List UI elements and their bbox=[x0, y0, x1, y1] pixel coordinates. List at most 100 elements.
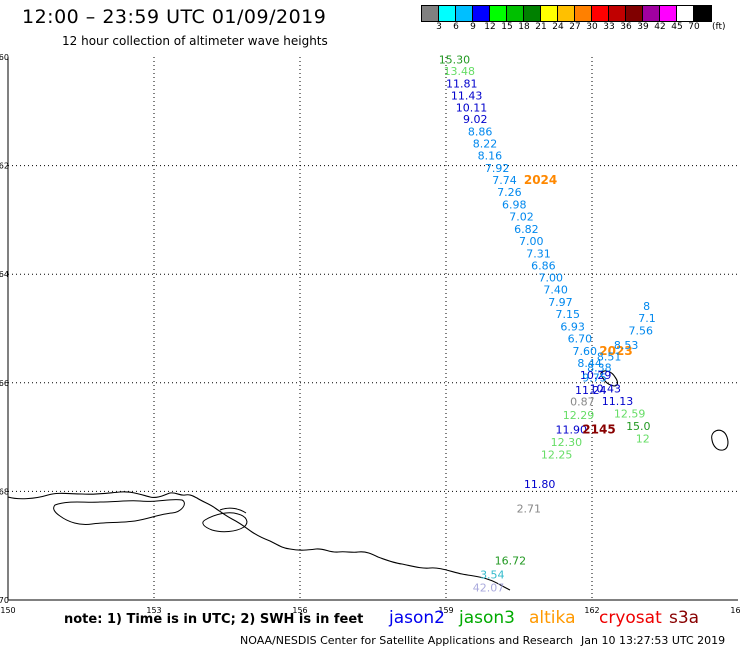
wave-height-label: 7.92 bbox=[485, 162, 510, 175]
wave-height-label: 9.02 bbox=[463, 113, 488, 126]
credit-line: NOAA/NESDIS Center for Satellite Applica… bbox=[240, 634, 574, 647]
colorbar-swatch bbox=[541, 6, 558, 21]
colorbar-swatch bbox=[507, 6, 524, 21]
wave-height-label: 7.31 bbox=[526, 247, 551, 260]
legend-item-cryosat: cryosat bbox=[599, 608, 662, 628]
colorbar-swatch bbox=[439, 6, 456, 21]
graticule bbox=[8, 57, 738, 600]
colorbar-tick-label: 15 bbox=[501, 22, 513, 32]
colorbar-swatch bbox=[643, 6, 660, 21]
ice-shelf-outline bbox=[53, 499, 185, 525]
wave-height-label: 9.75 bbox=[582, 372, 607, 385]
latitude-label: -62 bbox=[0, 162, 9, 171]
wave-height-label: 2.71 bbox=[517, 503, 542, 516]
wave-height-label: 8 bbox=[643, 300, 650, 313]
wave-height-label: 10.29 bbox=[580, 369, 612, 382]
wave-height-label: 8.44 bbox=[577, 357, 602, 370]
pass-time-label: 2024 bbox=[524, 173, 557, 187]
latitude-label: -64 bbox=[0, 270, 9, 279]
wave-height-label: 12.25 bbox=[541, 448, 573, 461]
colorbar-tick-label: 36 bbox=[620, 22, 632, 32]
colorbar-tick-label: 33 bbox=[603, 22, 615, 32]
wave-height-colorbar bbox=[421, 5, 712, 22]
colorbar-tick-label: 27 bbox=[569, 22, 581, 32]
legend-item-jason3: jason3 bbox=[459, 608, 515, 628]
latitude-label: -68 bbox=[0, 487, 9, 496]
colorbar-tick-label: 18 bbox=[518, 22, 530, 32]
colorbar-tick-label: 21 bbox=[535, 22, 547, 32]
wave-height-label: 7.02 bbox=[509, 210, 534, 223]
colorbar-swatch bbox=[422, 6, 439, 21]
wave-height-label: 13.48 bbox=[444, 65, 476, 78]
wave-height-label: 16.72 bbox=[495, 555, 526, 568]
wave-height-label: 12.30 bbox=[551, 436, 583, 449]
longitude-label: 165 bbox=[730, 606, 740, 615]
wave-height-observations: 15.3013.4811.8111.4310.119.028.868.228.1… bbox=[439, 54, 656, 595]
colorbar-unit: (ft) bbox=[712, 22, 726, 32]
wave-height-label: 8.22 bbox=[473, 138, 498, 151]
island-west bbox=[600, 370, 619, 387]
latitude-label: -70 bbox=[0, 596, 9, 605]
colorbar-tick-label: 30 bbox=[586, 22, 598, 32]
wave-height-label: 6.82 bbox=[514, 223, 539, 236]
wave-height-label: 7.74 bbox=[492, 174, 517, 187]
wave-height-label: 11.81 bbox=[446, 77, 478, 90]
colorbar-swatch bbox=[456, 6, 473, 21]
wave-height-label: 11.80 bbox=[524, 478, 556, 491]
wave-height-label: 7.1 bbox=[638, 312, 656, 325]
colorbar-labels: (ft) 3 6 9 12 15 18 21 24 27 30 33 36 39 42 45 70 bbox=[421, 22, 740, 36]
wave-height-label: 7.00 bbox=[519, 235, 544, 248]
wave-height-label: 0.87 bbox=[570, 396, 595, 409]
wave-height-label: 12.59 bbox=[614, 408, 646, 421]
wave-height-label: 11.43 bbox=[451, 89, 483, 102]
colorbar-tick-label: 6 bbox=[453, 22, 459, 32]
legend-item-s3a: s3a bbox=[669, 608, 700, 628]
colorbar-tick-label: 45 bbox=[671, 22, 683, 32]
wave-height-label: 8.53 bbox=[614, 339, 639, 352]
map-title: 12:00 – 23:59 UTC 01/09/2019 bbox=[22, 6, 327, 28]
longitude-label: 162 bbox=[584, 606, 599, 615]
colorbar-tick-label: 39 bbox=[637, 22, 649, 32]
generated-timestamp: Jan 10 13:27:53 UTC 2019 bbox=[581, 634, 726, 647]
wave-height-label: 15.30 bbox=[439, 54, 471, 67]
wave-height-label: 8.38 bbox=[587, 361, 612, 374]
latitude-label: -60 bbox=[0, 53, 9, 62]
wave-height-label: 7.56 bbox=[629, 324, 654, 337]
wave-height-label: 12.29 bbox=[563, 409, 595, 422]
wave-height-label: 8.86 bbox=[468, 126, 493, 139]
colorbar-swatch bbox=[626, 6, 643, 21]
longitude-label: 153 bbox=[146, 606, 161, 615]
wave-height-label: 3.54 bbox=[480, 568, 505, 581]
wave-height-label: 11.13 bbox=[602, 395, 634, 408]
wave-height-label: 7.97 bbox=[548, 296, 573, 309]
coastal-inlet bbox=[202, 512, 248, 533]
colorbar-swatch bbox=[524, 6, 541, 21]
wave-height-label: 7.00 bbox=[538, 271, 563, 284]
wave-height-label: 7.40 bbox=[543, 284, 568, 297]
colorbar-swatch bbox=[575, 6, 592, 21]
antarctic-coastline bbox=[7, 491, 511, 591]
colorbar-swatch bbox=[592, 6, 609, 21]
wave-height-label: 7.15 bbox=[556, 308, 581, 321]
legend-item-jason2: jason2 bbox=[389, 608, 445, 628]
colorbar-tick-label: 12 bbox=[484, 22, 496, 32]
map-note: note: 1) Time is in UTC; 2) SWH is in fe… bbox=[64, 612, 364, 627]
longitude-label: 150 bbox=[0, 606, 15, 615]
pass-time-label: 2023 bbox=[599, 344, 632, 358]
map-subtitle: 12 hour collection of altimeter wave hei… bbox=[62, 34, 328, 48]
colorbar-tick-label: 3 bbox=[436, 22, 442, 32]
wave-height-label: 6.86 bbox=[531, 259, 556, 272]
colorbar-swatch bbox=[694, 6, 711, 21]
wave-height-label: 6.98 bbox=[502, 198, 527, 211]
pass-time-label: 2145 bbox=[582, 422, 615, 436]
colorbar-swatch bbox=[609, 6, 626, 21]
colorbar-swatch bbox=[558, 6, 575, 21]
wave-height-label: 11.90 bbox=[556, 423, 588, 436]
colorbar-swatch bbox=[677, 6, 694, 21]
latitude-label: -66 bbox=[0, 379, 9, 388]
wave-height-label: 7.60 bbox=[573, 345, 598, 358]
legend-item-altika: altika bbox=[529, 608, 576, 628]
